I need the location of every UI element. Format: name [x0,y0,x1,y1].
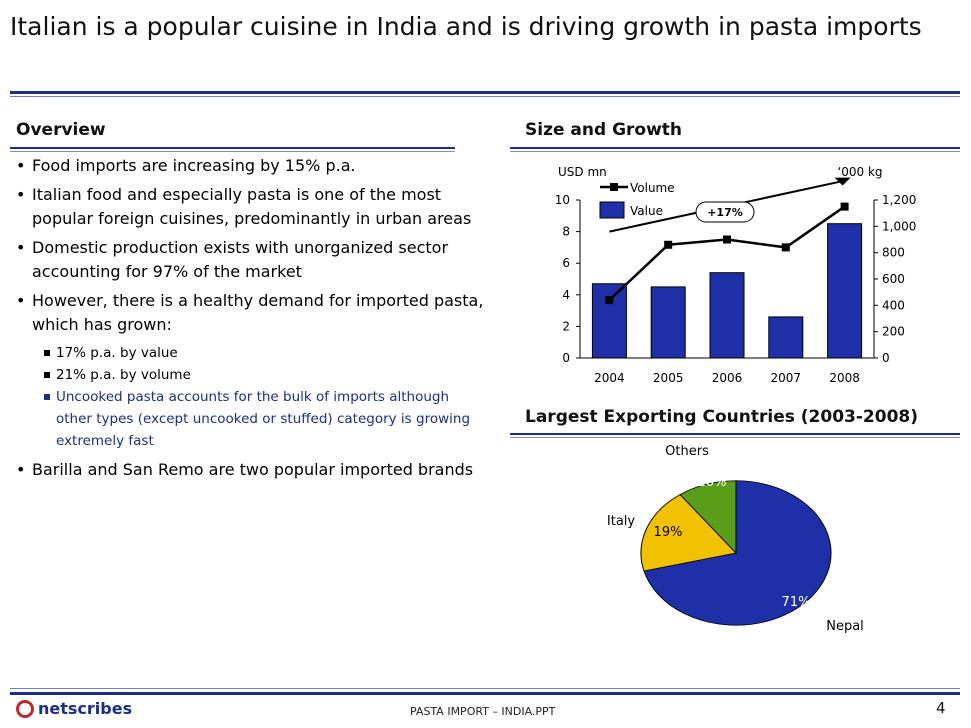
volume-point [723,235,731,244]
sub-bullet-item: 17% p.a. by value [16,342,486,364]
overview-bullets: Food imports are increasing by 15% p.a. … [16,154,486,487]
size-growth-rule-thin [510,151,960,152]
right-tick-label: 0 [882,351,890,365]
growth-annotation-badge [695,201,755,223]
bullet-item: However, there is a healthy demand for i… [16,289,486,337]
right-tick-label: 1,000 [882,219,916,233]
title-rule-thin [10,96,960,97]
bar-value [827,223,863,359]
legend-value-swatch [599,201,625,219]
pie-slice-others [679,480,737,555]
right-tick-label: 600 [882,272,905,286]
bar-value [709,272,745,359]
left-tick-label: 6 [562,256,570,270]
left-tick-label: 10 [555,193,570,207]
overview-heading: Overview [16,120,106,140]
x-tick-label: 2008 [829,371,860,385]
left-tick-label: 2 [562,319,570,333]
exporting-countries-rule-thin [510,437,960,438]
bar-value [591,283,627,359]
x-tick-label: 2006 [712,371,743,385]
page-number: 4 [936,699,946,717]
legend-volume-label: Volume [630,181,675,195]
size-growth-heading: Size and Growth [525,120,683,140]
left-tick-label: 4 [562,288,570,302]
bar-value [768,316,804,359]
pie-slice-nepal [643,480,832,626]
right-tick-label: 400 [882,298,905,312]
legend-value-label: Value [630,204,663,218]
right-tick-label: 800 [882,246,905,260]
growth-annotation: +17% [707,206,743,219]
exporting-countries-heading: Largest Exporting Countries (2003-2008) [525,407,918,427]
pie-percent-label: 10% [698,475,727,490]
pie-category-label: Nepal [826,619,864,634]
footer-rule-thin [10,688,960,689]
exporting-countries-rule [510,433,960,435]
bullet-item: Italian food and especially pasta is one… [16,183,486,231]
square-bullet-icon [44,394,50,400]
pie-percent-label: 19% [654,525,683,540]
trend-arrowhead [834,177,851,186]
volume-point [664,240,673,249]
volume-point [840,202,849,211]
title-rule [10,91,960,94]
logo-icon [16,699,34,718]
right-tick-label: 1,200 [882,193,916,207]
pie-percent-label: 71% [782,595,811,610]
square-bullet-icon [44,350,50,356]
right-tick-label: 200 [882,325,905,339]
square-bullet-icon [44,372,50,378]
size-growth-rule [510,147,960,149]
footer-rule [10,692,960,695]
sub-bullet-item: Uncooked pasta accounts for the bulk of … [16,386,486,452]
bullet-item: Domestic production exists with unorgani… [16,236,486,284]
overview-rule [10,147,455,149]
footer-text: PASTA IMPORT – INDIA.PPT [410,705,556,718]
pie-category-label: Others [665,444,709,459]
bullet-item: Barilla and San Remo are two popular imp… [16,458,486,482]
bullet-item: Food imports are increasing by 15% p.a. [16,154,486,178]
overview-rule-thin [10,151,455,152]
left-tick-label: 8 [562,225,570,239]
x-tick-label: 2005 [653,371,684,385]
left-tick-label: 0 [562,351,570,365]
x-tick-label: 2004 [594,371,625,385]
legend-volume-marker [610,183,618,191]
x-tick-label: 2007 [771,371,802,385]
volume-point [781,243,790,252]
netscribes-logo: netscribes [16,699,132,718]
size-growth-chart: 0 2 4 6 8 10 0 200 400 600 800 1,000 1,200 2004 2005 20… [555,165,917,385]
pie-category-label: Italy [607,514,636,529]
volume-point [605,296,614,305]
bar-value [650,286,686,359]
right-axis-unit: ‘000 kg [837,165,882,179]
left-axis-unit: USD mn [558,165,607,179]
slide-title: Italian is a popular cuisine in India an… [10,12,922,41]
exporting-countries-pie: 71% Nepal 19% Italy 10% Others [607,444,864,634]
sub-bullet-item: 21% p.a. by volume [16,364,486,386]
pie-slice-italy [640,494,737,572]
